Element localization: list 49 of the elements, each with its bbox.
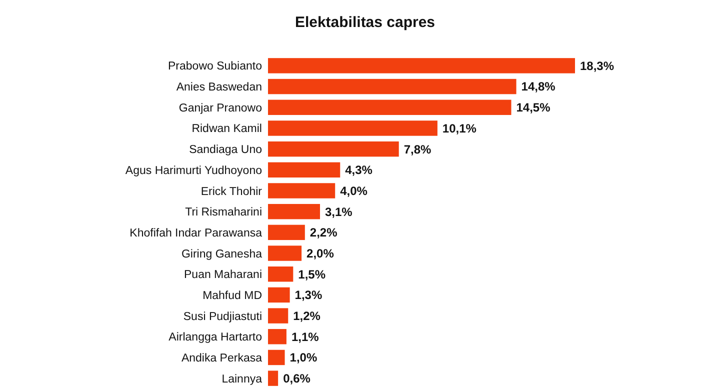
y-tick-label: Tri Rismaharini — [185, 206, 262, 219]
bar — [268, 58, 575, 74]
y-tick-label: Airlangga Hartarto — [168, 332, 262, 344]
data-label: 2,0% — [306, 246, 334, 260]
chart-title: Elektabilitas capres — [294, 14, 436, 31]
y-tick-label: Khofifah Indar Parawansa — [130, 227, 263, 240]
y-tick-label: Anies Baswedan — [176, 82, 262, 94]
y-tick-label: Mahfud MD — [202, 290, 262, 302]
bar — [268, 329, 286, 344]
bar — [268, 141, 399, 157]
data-label: 7,8% — [404, 142, 432, 156]
y-tick-label: Erick Thohir — [200, 186, 262, 198]
bar — [268, 246, 302, 261]
data-label: 0,6% — [283, 372, 311, 386]
y-tick-label: Ridwan Kamil — [192, 123, 262, 136]
data-label: 2,2% — [310, 226, 338, 240]
data-label: 1,3% — [294, 288, 322, 302]
bar — [268, 204, 320, 220]
bar — [268, 78, 516, 94]
y-tick-label: Giring Ganesha — [181, 248, 263, 260]
data-label: 18,3% — [580, 58, 614, 73]
bar — [268, 266, 294, 282]
data-label: 1,0% — [290, 350, 318, 365]
y-tick-label: Prabowo Subianto — [168, 60, 262, 73]
y-tick-label: Sandiaga Uno — [189, 144, 262, 156]
y-tick-label: Ganjar Pranowo — [178, 102, 262, 114]
bar — [268, 162, 340, 178]
data-label: 14,8% — [521, 80, 556, 94]
data-label: 4,3% — [345, 163, 373, 178]
data-label: 4,0% — [340, 184, 368, 198]
data-label: 10,1% — [442, 121, 477, 136]
data-label: 14,5% — [516, 100, 551, 115]
y-tick-label: Lainnya — [222, 373, 263, 386]
bar — [268, 287, 290, 303]
bar — [268, 224, 305, 240]
bar — [268, 183, 336, 198]
bar — [268, 120, 438, 136]
bar — [268, 370, 278, 386]
data-label: 1,5% — [298, 267, 326, 282]
data-label: 3,1% — [325, 204, 353, 219]
data-label: 1,1% — [291, 330, 320, 344]
bar — [268, 350, 285, 366]
bar — [268, 100, 512, 115]
y-tick-label: Susi Pudjiastuti — [183, 310, 262, 323]
y-tick-label: Puan Maharani — [184, 269, 262, 282]
data-label: 1,2% — [293, 308, 321, 323]
y-tick-label: Andika Perkasa — [181, 352, 263, 364]
y-tick-label: Agus Harimurti Yudhoyono — [125, 164, 262, 177]
bar — [268, 308, 288, 324]
